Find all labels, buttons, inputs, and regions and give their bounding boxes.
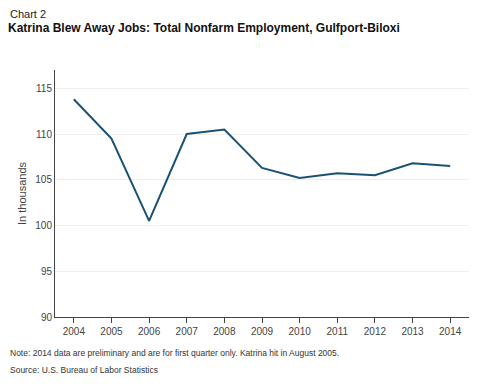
svg-text:Note: 2014 data are preliminar: Note: 2014 data are preliminary and are … [10,348,339,358]
svg-text:2005: 2005 [100,326,123,337]
svg-text:2011: 2011 [327,326,349,337]
svg-text:115: 115 [36,83,52,94]
svg-text:2004: 2004 [63,326,86,337]
svg-text:90: 90 [41,312,53,323]
svg-text:In thousands: In thousands [16,162,28,225]
svg-text:2006: 2006 [138,326,161,337]
svg-text:2010: 2010 [289,326,312,337]
svg-text:100: 100 [35,220,52,231]
svg-text:2007: 2007 [176,326,199,337]
svg-text:2014: 2014 [439,326,462,337]
svg-text:Source: U.S. Bureau of Labor S: Source: U.S. Bureau of Labor Statistics [10,365,158,375]
svg-text:110: 110 [36,129,52,140]
svg-text:2012: 2012 [364,326,387,337]
svg-text:Chart 2: Chart 2 [10,8,46,20]
svg-text:2008: 2008 [213,326,236,337]
svg-text:2009: 2009 [251,326,274,337]
svg-text:95: 95 [41,266,53,277]
svg-text:105: 105 [35,174,52,185]
svg-text:2013: 2013 [401,326,424,337]
svg-text:Katrina Blew Away Jobs: Total: Katrina Blew Away Jobs: Total Nonfarm Em… [8,21,400,35]
